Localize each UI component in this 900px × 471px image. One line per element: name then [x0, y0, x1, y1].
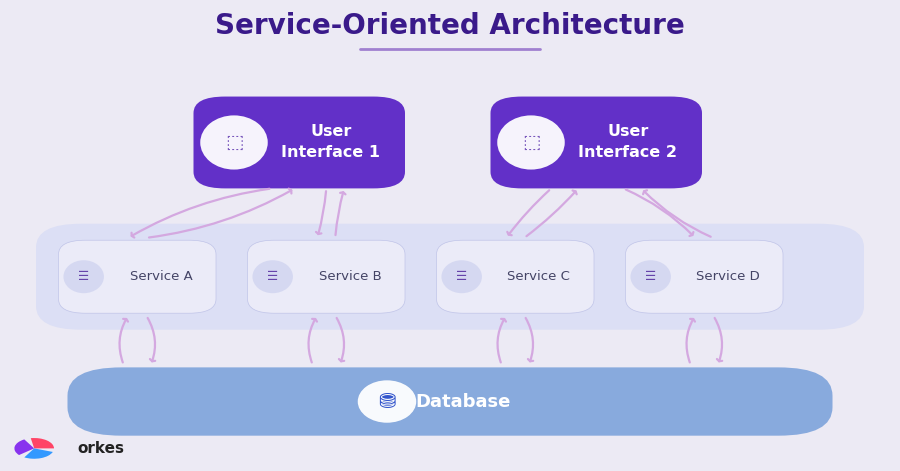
Text: Service D: Service D: [696, 270, 760, 283]
FancyBboxPatch shape: [58, 240, 216, 313]
Text: ☰: ☰: [645, 270, 656, 283]
Ellipse shape: [63, 260, 104, 293]
Text: Service C: Service C: [508, 270, 571, 283]
Ellipse shape: [252, 260, 293, 293]
Text: ☰: ☰: [78, 270, 89, 283]
Text: Service A: Service A: [130, 270, 193, 283]
FancyBboxPatch shape: [248, 240, 405, 313]
FancyBboxPatch shape: [626, 240, 783, 313]
Text: ⬚: ⬚: [522, 133, 540, 152]
Wedge shape: [24, 448, 53, 459]
FancyBboxPatch shape: [491, 97, 702, 188]
Ellipse shape: [498, 115, 565, 170]
Text: orkes: orkes: [77, 441, 124, 456]
Text: Database: Database: [416, 392, 511, 411]
Ellipse shape: [358, 381, 416, 423]
Text: Service-Oriented Architecture: Service-Oriented Architecture: [215, 12, 685, 40]
Wedge shape: [31, 438, 54, 448]
Text: ☰: ☰: [456, 270, 467, 283]
FancyBboxPatch shape: [194, 97, 405, 188]
FancyBboxPatch shape: [36, 224, 864, 330]
Ellipse shape: [630, 260, 670, 293]
Ellipse shape: [441, 260, 482, 293]
Wedge shape: [14, 439, 34, 455]
FancyBboxPatch shape: [436, 240, 594, 313]
Text: User
Interface 2: User Interface 2: [579, 124, 678, 161]
FancyBboxPatch shape: [68, 367, 833, 436]
Text: User
Interface 1: User Interface 1: [282, 124, 381, 161]
Text: ☰: ☰: [267, 270, 278, 283]
Ellipse shape: [200, 115, 268, 170]
Text: ⬚: ⬚: [225, 133, 243, 152]
Text: Service B: Service B: [319, 270, 382, 283]
Text: ⛃: ⛃: [378, 391, 396, 412]
